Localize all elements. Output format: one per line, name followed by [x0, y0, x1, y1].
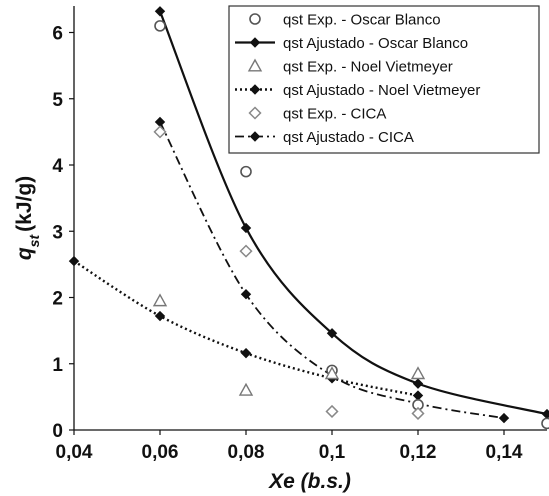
- data-point: [541, 408, 549, 420]
- series-2: [152, 293, 426, 396]
- data-point: [411, 406, 425, 420]
- data-point: [324, 366, 340, 380]
- plot-area: [68, 6, 549, 430]
- y-tick-label: 5: [52, 90, 63, 111]
- data-point: [152, 293, 168, 307]
- series-0: [154, 20, 549, 430]
- x-tick-label: 0,12: [400, 442, 437, 463]
- legend-item: qst Exp. - CICA: [248, 106, 386, 123]
- legend-marker: [249, 84, 261, 95]
- data-point: [410, 366, 426, 380]
- legend-label: qst Ajustado - CICA: [283, 129, 414, 146]
- legend-label: qst Exp. - CICA: [283, 106, 386, 123]
- series-line: [159, 121, 505, 419]
- data-point: [239, 244, 253, 258]
- data-point: [325, 404, 339, 419]
- data-point: [153, 125, 167, 139]
- series-line: [73, 260, 419, 397]
- legend-item: qst Ajustado - Noel Vietmeyer: [235, 82, 480, 99]
- legend-label: qst Exp. - Noel Vietmeyer: [283, 59, 453, 76]
- x-tick-label: 0,06: [142, 442, 179, 463]
- x-tick-label: 0,04: [56, 442, 93, 463]
- series-4: [153, 125, 425, 420]
- legend-item: qst Ajustado - Oscar Blanco: [235, 35, 468, 52]
- legend-marker: [247, 58, 263, 72]
- y-tick-label: 4: [52, 156, 63, 177]
- legend: qst Exp. - Oscar Blanco qst Ajustado - Os…: [228, 5, 540, 154]
- series-line: [158, 10, 548, 416]
- x-axis-label: Xe (b.s.): [268, 470, 351, 493]
- legend-marker: [249, 131, 261, 142]
- legend-marker: [249, 37, 261, 48]
- axes: [73, 6, 547, 431]
- legend-marker: [249, 13, 261, 25]
- x-tick-label: 0,14: [486, 442, 523, 463]
- data-point: [154, 310, 166, 322]
- x-tick-label: 0,08: [228, 442, 265, 463]
- data-point: [238, 382, 254, 396]
- y-axis-label: qst(kJ/g): [13, 176, 42, 260]
- legend-label: qst Ajustado - Noel Vietmeyer: [283, 82, 480, 99]
- data-point: [240, 347, 252, 359]
- data-point: [240, 288, 252, 300]
- legend-label: qst Exp. - Oscar Blanco: [283, 12, 441, 29]
- data-point: [154, 20, 166, 32]
- y-tick-label: 0: [52, 421, 63, 442]
- legend-item: qst Exp. - Noel Vietmeyer: [247, 58, 453, 76]
- legend-marker: [248, 106, 262, 120]
- data-point: [154, 116, 166, 128]
- ticks: 0 1 2 3 4 5 6 0,04 0,06 0,08 0,1 0,12 0,14: [52, 24, 522, 464]
- data-point: [154, 6, 166, 17]
- y-tick-label: 1: [52, 355, 63, 376]
- data-point: [240, 222, 252, 234]
- legend-item: qst Exp. - Oscar Blanco: [249, 12, 441, 29]
- y-tick-label: 2: [52, 289, 63, 310]
- legend-label: qst Ajustado - Oscar Blanco: [283, 35, 468, 52]
- data-point: [412, 378, 424, 389]
- series-3: [68, 255, 424, 401]
- x-tick-label: 0,1: [319, 442, 346, 463]
- data-point: [541, 417, 549, 430]
- legend-item: qst Ajustado - CICA: [235, 129, 414, 146]
- legend-box: [228, 5, 540, 154]
- data-point: [326, 328, 338, 339]
- data-point: [498, 412, 510, 424]
- y-tick-label: 6: [52, 24, 63, 45]
- data-point: [240, 165, 252, 178]
- y-tick-label: 3: [52, 222, 63, 243]
